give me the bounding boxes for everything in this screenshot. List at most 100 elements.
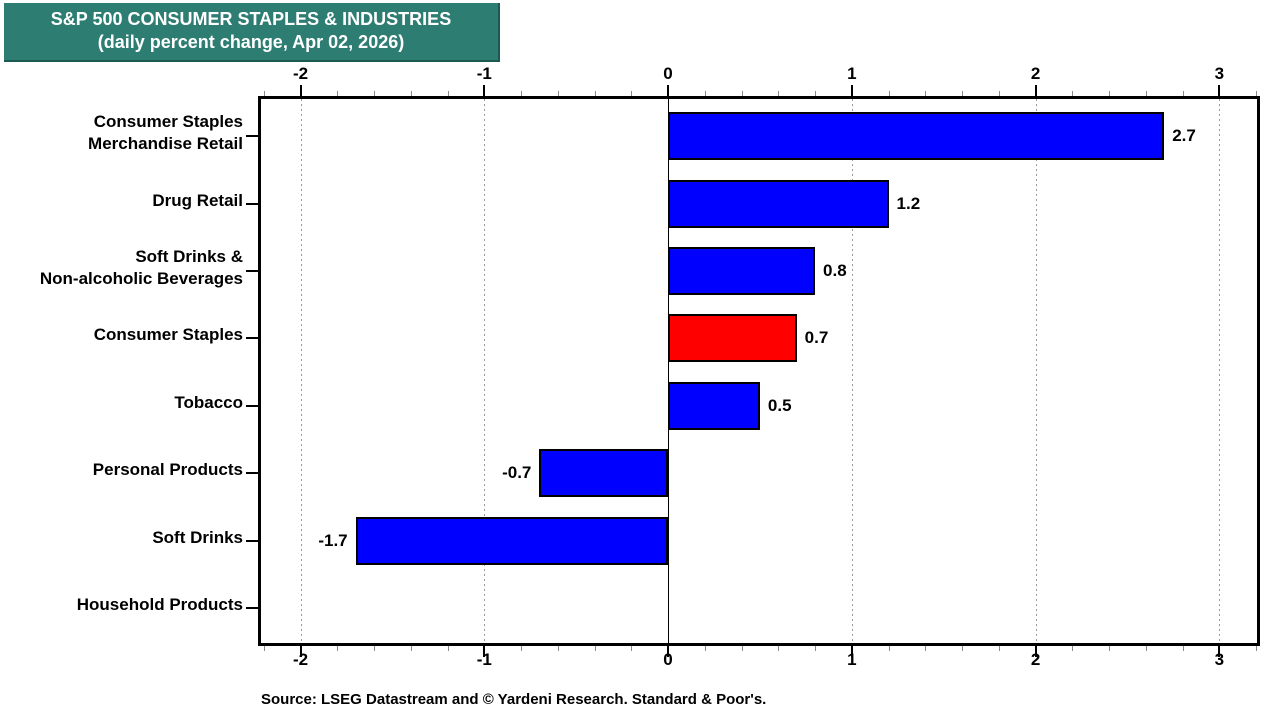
bar-value-label: -1.7 — [318, 530, 348, 550]
minor-tick — [337, 91, 339, 96]
bar-value-label: 0.7 — [804, 328, 829, 348]
zero-line — [668, 99, 670, 643]
minor-tick — [998, 91, 1000, 96]
minor-tick — [374, 91, 375, 96]
major-tick — [850, 85, 853, 96]
minor-tick — [1109, 646, 1111, 651]
minor-tick — [998, 646, 1000, 651]
category-labels: Consumer Staples Merchandise Retail Drug … — [0, 96, 243, 646]
gridline — [484, 99, 486, 643]
y-axis-tick — [246, 202, 258, 205]
x-tick-label: 2 — [1030, 64, 1041, 83]
minor-tick — [1256, 91, 1258, 96]
minor-tick — [263, 91, 265, 96]
minor-tick — [1256, 646, 1258, 651]
gridline — [851, 99, 853, 643]
y-axis-tick — [246, 337, 258, 340]
x-tick-label: 1 — [847, 650, 857, 669]
y-axis-tick — [246, 472, 258, 475]
minor-tick — [594, 91, 596, 96]
major-tick — [1034, 85, 1037, 96]
category-label: Household Products — [76, 594, 243, 614]
x-tick-label: -2 — [292, 64, 309, 83]
minor-tick — [888, 91, 890, 96]
source-note: Source: LSEG Datastream and © Yardeni Re… — [261, 691, 767, 708]
major-tick — [1034, 646, 1037, 657]
bar-value-label: -0.7 — [502, 463, 532, 483]
bar — [668, 247, 816, 296]
x-tick-label: -1 — [476, 64, 492, 83]
y-axis-tick — [246, 404, 258, 407]
minor-tick — [962, 646, 964, 651]
minor-tick — [704, 91, 706, 96]
minor-tick — [557, 646, 559, 651]
minor-tick — [410, 646, 412, 651]
y-axis-tick — [246, 270, 258, 273]
minor-tick — [888, 646, 890, 651]
bar-value-label: 0.8 — [823, 261, 847, 281]
minor-tick — [594, 646, 596, 651]
x-tick-label: 0 — [663, 64, 673, 83]
minor-tick — [374, 646, 375, 651]
y-axis-tick — [246, 539, 258, 542]
minor-tick — [1072, 646, 1074, 651]
minor-tick — [521, 91, 523, 96]
minor-tick — [1109, 91, 1111, 96]
chart-title: S&P 500 CONSUMER STAPLES & INDUSTRIES — [50, 9, 452, 29]
bar — [668, 179, 889, 228]
minor-tick — [925, 646, 927, 651]
major-tick — [483, 85, 486, 96]
minor-tick — [704, 646, 706, 651]
bar — [668, 314, 797, 363]
minor-tick — [815, 646, 817, 651]
bar — [539, 449, 669, 498]
x-tick-label: 2 — [1030, 650, 1041, 669]
x-tick-label: 3 — [1214, 64, 1225, 83]
minor-tick — [1182, 91, 1184, 96]
major-tick — [667, 646, 670, 657]
minor-tick — [741, 646, 743, 651]
minor-tick — [1145, 646, 1147, 651]
x-tick-label: -2 — [292, 650, 309, 669]
minor-tick — [925, 91, 927, 96]
major-tick — [299, 646, 302, 657]
minor-tick — [1072, 91, 1074, 96]
minor-tick — [447, 91, 449, 96]
x-axis-ticks-bottom — [261, 646, 1258, 657]
category-label: Consumer Staples — [93, 325, 243, 345]
chart-subtitle: (daily percent change, Apr 02, 2026) — [97, 32, 405, 52]
y-axis-tick — [246, 606, 258, 609]
category-label: Personal Products — [92, 460, 243, 480]
minor-tick — [1182, 646, 1184, 651]
bar-value-label: 0.5 — [767, 395, 792, 415]
major-tick — [1218, 85, 1221, 96]
bar — [355, 516, 669, 565]
chart-title-banner: S&P 500 CONSUMER STAPLES & INDUSTRIES (d… — [4, 3, 500, 62]
x-tick-label: 1 — [847, 64, 857, 83]
minor-tick — [778, 646, 780, 651]
major-tick — [667, 85, 670, 96]
minor-tick — [337, 646, 339, 651]
bar-value-label: 1.2 — [896, 193, 921, 213]
x-axis-labels-top: -2 -1 0 1 2 3 — [261, 64, 1257, 84]
minor-tick — [741, 91, 743, 96]
bar — [668, 112, 1165, 161]
gridline — [1219, 99, 1221, 643]
major-tick — [1218, 646, 1221, 657]
x-axis-ticks-top — [261, 85, 1258, 96]
minor-tick — [815, 91, 817, 96]
major-tick — [850, 646, 853, 657]
category-label: Soft Drinks & Non-alcoholic Beverages — [39, 247, 243, 289]
category-label: Soft Drinks — [152, 527, 243, 547]
minor-tick — [521, 646, 523, 651]
x-tick-label: 0 — [663, 650, 673, 669]
minor-tick — [447, 646, 449, 651]
bar-value-label: 2.7 — [1172, 126, 1196, 146]
plot-area: 2.7 1.2 0.8 0.7 0.5 -0.7 -1.7 — [246, 96, 1260, 646]
minor-tick — [1145, 91, 1147, 96]
gridline — [300, 99, 302, 643]
y-axis-tick — [246, 135, 258, 138]
x-tick-label: 3 — [1214, 650, 1225, 669]
gridline — [1035, 99, 1037, 643]
